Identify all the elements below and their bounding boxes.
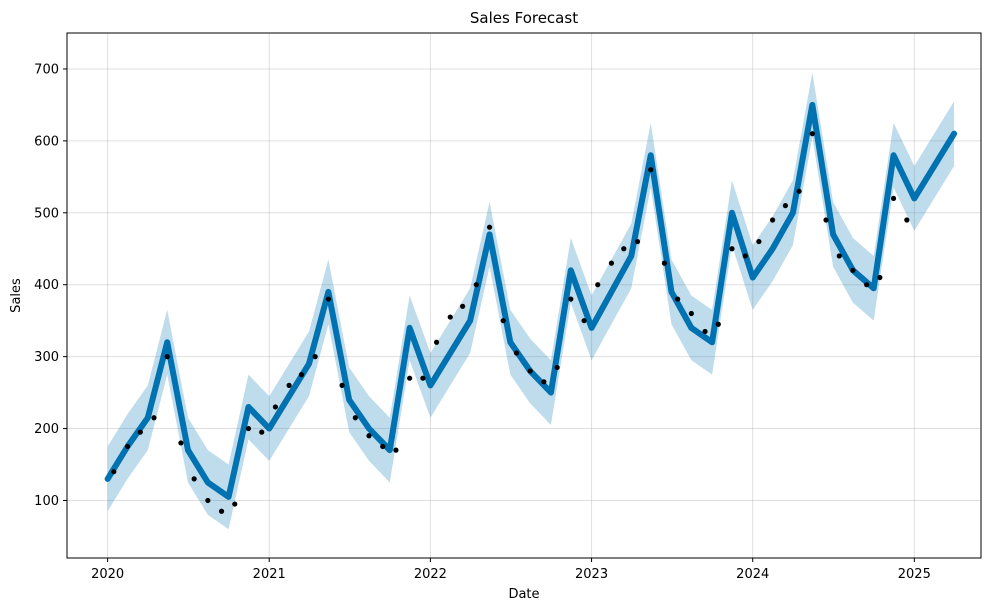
grid — [67, 33, 981, 558]
observed-point — [178, 440, 184, 446]
observed-point — [500, 318, 506, 324]
y-tick-label: 300 — [34, 350, 59, 365]
observed-point — [796, 188, 802, 194]
observed-point — [191, 476, 197, 482]
observed-point — [850, 267, 856, 273]
chart-title: Sales Forecast — [470, 9, 578, 27]
observed-point — [541, 379, 547, 385]
observed-point — [621, 246, 627, 252]
observed-point — [648, 167, 654, 173]
observed-point — [218, 508, 225, 514]
x-tick-label: 2025 — [898, 567, 931, 582]
observed-point — [325, 296, 331, 302]
observed-point — [137, 429, 143, 435]
x-tick-label: 2022 — [414, 567, 447, 582]
observed-point — [513, 350, 520, 356]
y-axis-title: Sales — [9, 278, 24, 313]
y-tick-label: 400 — [34, 278, 59, 293]
y-tick-label: 200 — [34, 422, 59, 437]
observed-point — [756, 238, 762, 245]
y-tick-label: 700 — [34, 62, 59, 77]
observed-point — [272, 404, 279, 410]
x-tick-label: 2020 — [91, 567, 124, 582]
observed-point — [809, 131, 815, 137]
observed-point — [675, 296, 681, 302]
observed-point — [890, 195, 897, 202]
observed-point — [232, 501, 238, 507]
y-tick-label: 500 — [34, 206, 59, 221]
observed-point — [769, 217, 776, 223]
y-tick-label: 100 — [34, 494, 59, 509]
x-axis-ticks: 2020 2021 2022 2023 2024 2025 — [91, 558, 931, 582]
observed-point — [407, 375, 413, 381]
observed-series — [111, 131, 910, 514]
x-tick-label: 2021 — [253, 567, 286, 582]
observed-point — [366, 433, 372, 439]
observed-point — [473, 282, 479, 288]
observed-point — [702, 328, 708, 335]
observed-point — [124, 443, 131, 450]
observed-point — [151, 415, 157, 421]
observed-point — [111, 469, 117, 475]
observed-point — [729, 246, 735, 252]
x-tick-label: 2023 — [575, 567, 608, 582]
observed-point — [420, 375, 426, 381]
observed-point — [393, 447, 399, 453]
observed-point — [581, 318, 587, 324]
observed-point — [259, 429, 265, 435]
observed-point — [352, 415, 358, 421]
uncertainty-interval-band — [107, 72, 955, 530]
x-axis-title: Date — [508, 587, 539, 602]
y-tick-label: 600 — [34, 134, 59, 149]
observed-point — [595, 282, 601, 288]
observed-point — [460, 303, 466, 309]
observed-point — [447, 314, 453, 320]
uncertainty-interval — [107, 72, 955, 530]
observed-point — [298, 372, 305, 378]
observed-point — [823, 217, 829, 223]
plot-frame — [66, 32, 982, 559]
observed-point — [836, 253, 842, 259]
observed-point — [433, 339, 440, 345]
observed-point — [554, 364, 560, 371]
observed-point — [634, 238, 641, 245]
observed-point — [864, 282, 870, 288]
observed-point — [715, 321, 721, 327]
observed-point — [782, 203, 788, 209]
observed-point — [568, 296, 574, 302]
observed-point — [877, 274, 883, 281]
observed-point — [742, 253, 748, 259]
observed-point — [312, 354, 318, 360]
observed-point — [245, 425, 252, 432]
observed-point — [286, 382, 292, 388]
observed-point — [486, 224, 493, 230]
observed-point — [661, 260, 668, 266]
observed-point — [688, 310, 694, 317]
y-axis-ticks: 100 200 300 400 500 600 700 — [34, 62, 67, 509]
x-tick-label: 2024 — [736, 567, 769, 582]
observed-point — [608, 260, 615, 266]
observed-point — [380, 443, 386, 450]
observed-point — [205, 497, 211, 504]
observed-point — [339, 382, 345, 388]
observed-point — [904, 217, 910, 223]
observed-point — [164, 354, 170, 360]
observed-point — [527, 368, 533, 374]
